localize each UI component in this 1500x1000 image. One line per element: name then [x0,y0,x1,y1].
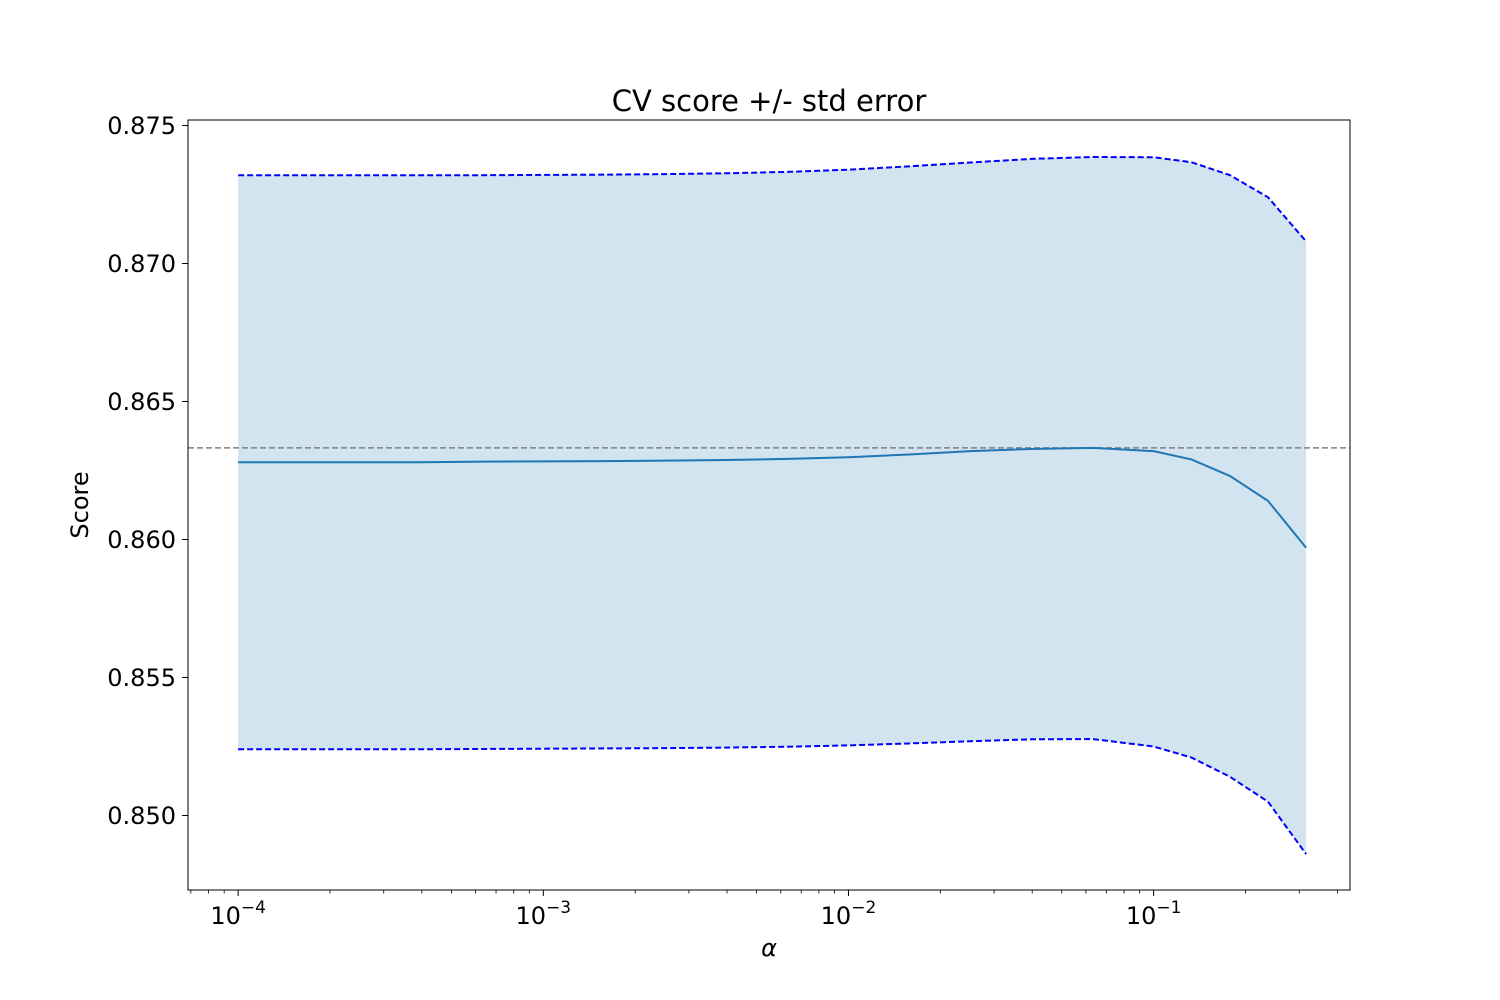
y-tick-label: 0.850 [107,802,176,830]
x-tick-label: 10−4 [210,898,266,930]
x-tick-label: 10−1 [1126,898,1182,930]
y-tick-label: 0.855 [107,664,176,692]
x-tick-label: 10−2 [821,898,877,930]
x-axis: 10−4 10−3 10−2 10−1 [190,890,1338,930]
y-tick-label: 0.870 [107,250,176,278]
chart-title: CV score +/- std error [612,84,927,118]
y-axis: 0.850 0.855 0.860 0.865 0.870 0.875 [107,112,188,830]
mean-score-line [238,446,1307,549]
x-axis-label: α [761,934,777,962]
x-tick-label: 10−3 [516,898,572,930]
y-axis-label: Score [66,471,94,538]
y-tick-label: 0.860 [107,526,176,554]
plot-area [188,155,1350,855]
lower-bound-line [238,738,1307,855]
std-error-band [238,156,1307,855]
y-tick-label: 0.865 [107,388,176,416]
upper-bound-line [238,155,1307,243]
y-tick-label: 0.875 [107,112,176,140]
axes-frame [187,119,1351,891]
